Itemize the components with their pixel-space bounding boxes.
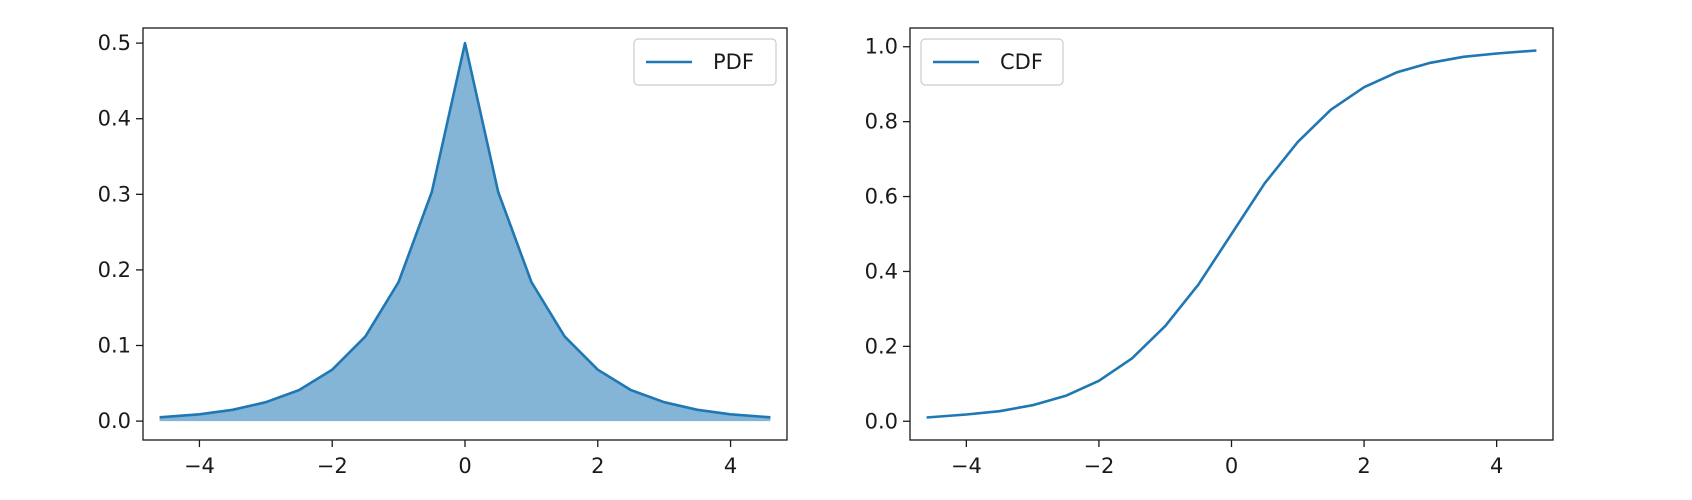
y-tick-label: 0.3 [98,182,131,206]
legend: CDF [920,38,1064,86]
x-tick-label: −2 [1083,454,1114,478]
x-tick-label: 0 [1225,454,1238,478]
pdf-chart-panel: −4 −2 0 2 4 0.0 0.1 0.2 0.3 0.4 0.5 PDF [98,27,788,478]
area-fill-pdf [159,43,771,422]
y-tick-label: 0.5 [98,31,131,55]
y-tick-label: 0.2 [98,258,131,282]
x-tick-label: 4 [724,454,737,478]
x-tick-label: −4 [184,454,215,478]
x-tick-label: 4 [1490,454,1503,478]
legend-label: PDF [713,50,754,74]
x-tick-label: −2 [317,454,348,478]
y-tick-label: 0.6 [865,185,898,209]
y-tick-label: 1.0 [865,35,898,59]
x-tick-label: 0 [458,454,471,478]
y-tick-label: 0.4 [865,259,898,283]
y-tick-label: 0.4 [98,107,131,131]
legend-label: CDF [1000,50,1043,74]
y-tick-label: 0.1 [98,334,131,358]
x-tick-label: −4 [951,454,982,478]
y-tick-label: 0.0 [865,409,898,433]
y-tick-label: 0.8 [865,110,898,134]
series-line-cdf [926,49,1537,419]
legend-box [920,38,1064,86]
x-tick-label: 2 [591,454,604,478]
legend-box [633,38,777,86]
cdf-chart-panel: −4 −2 0 2 4 0.0 0.2 0.4 0.6 0.8 1.0 CDF [865,27,1554,478]
x-tick-label: 2 [1357,454,1370,478]
y-tick-label: 0.2 [865,334,898,358]
series-line-pdf [159,41,771,419]
y-tick-label: 0.0 [98,409,131,433]
legend: PDF [633,38,777,86]
